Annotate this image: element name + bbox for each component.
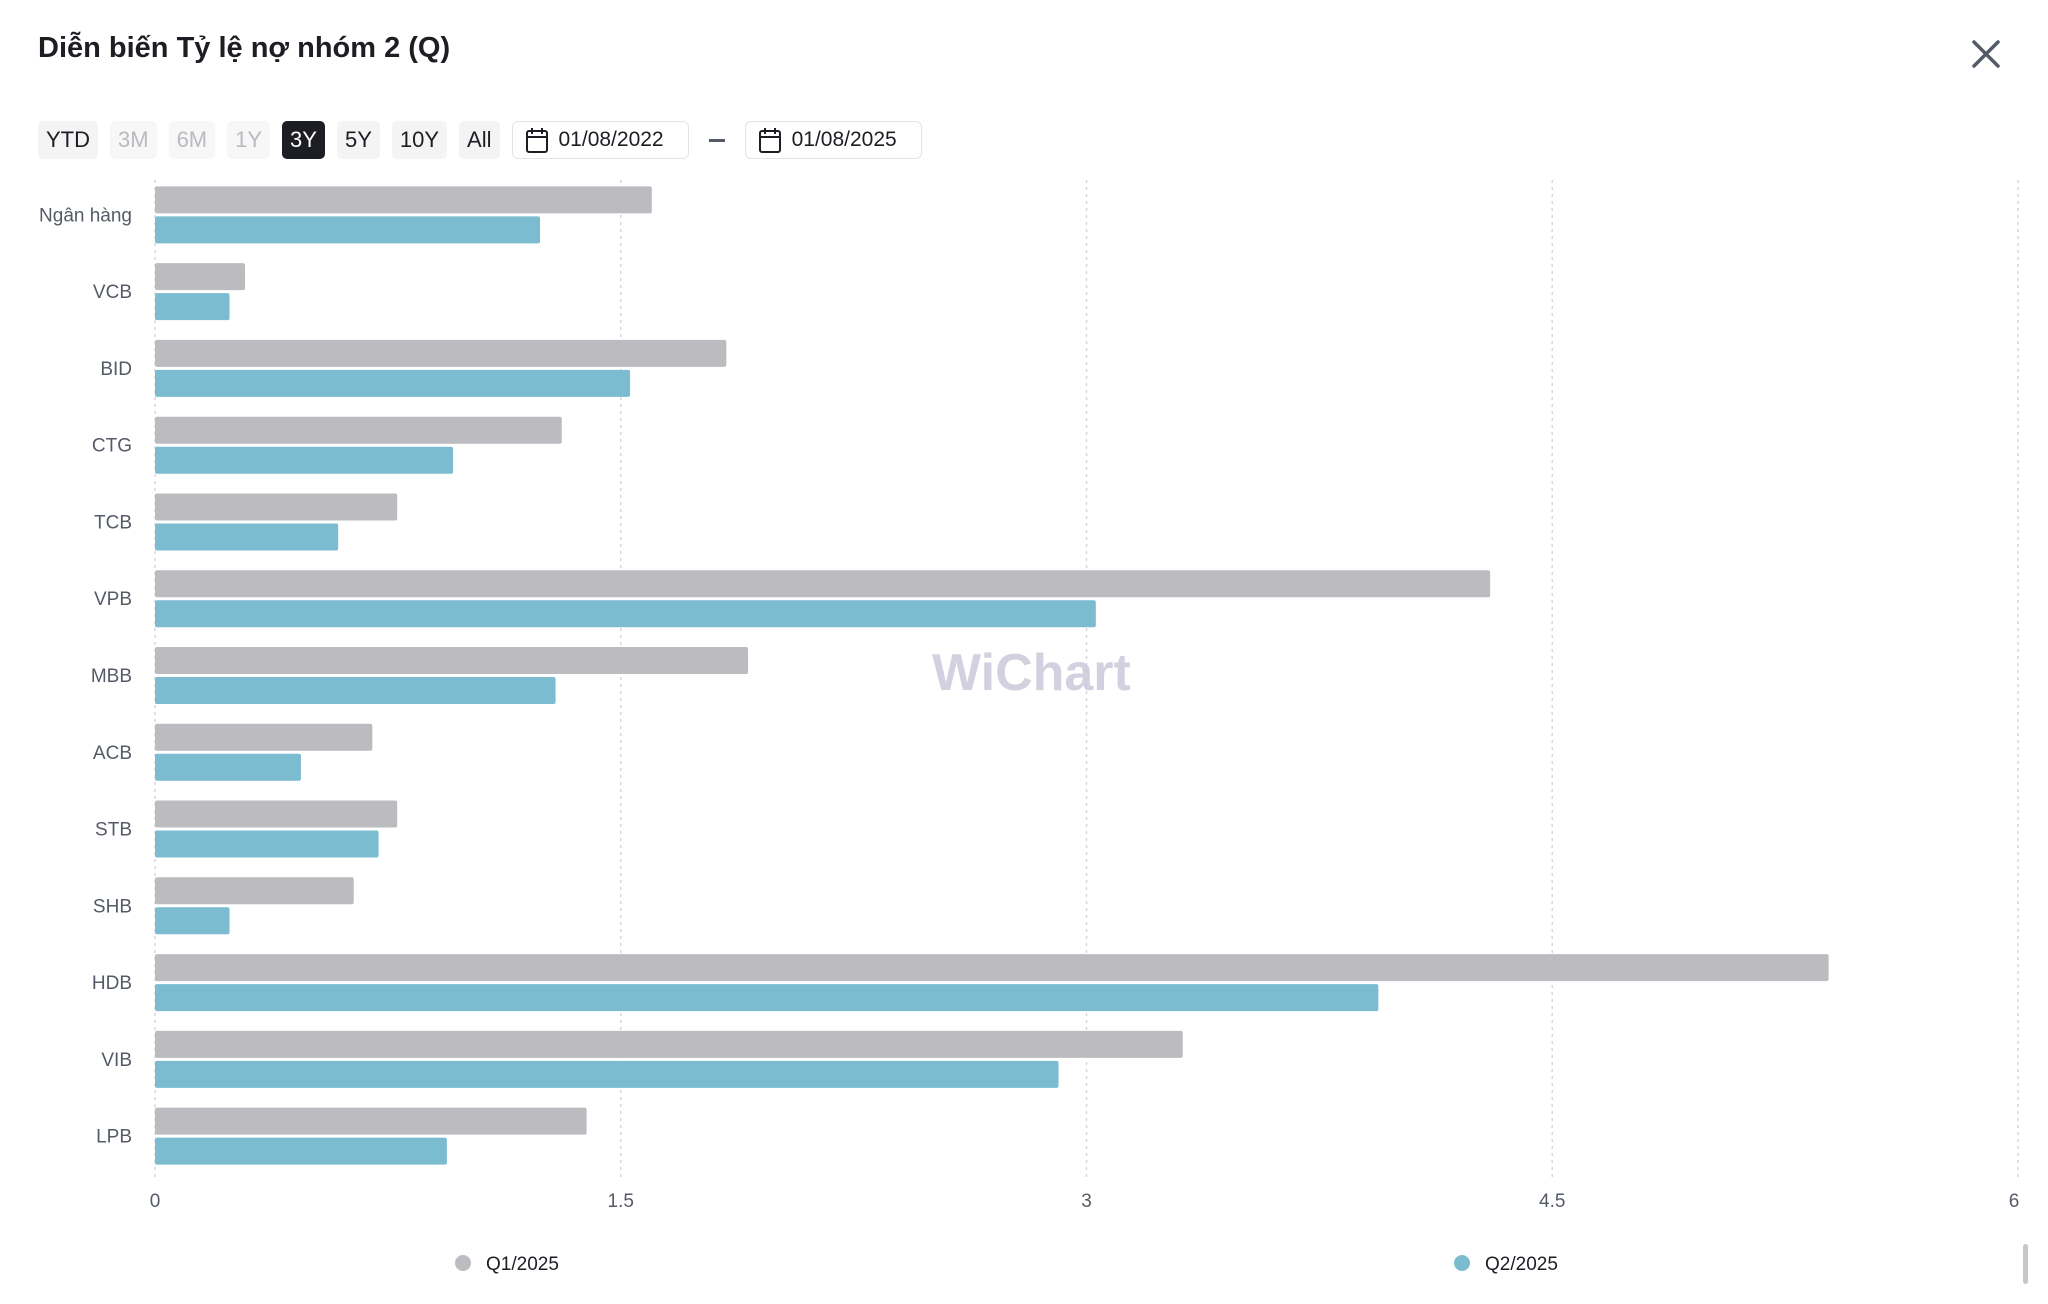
y-tick-label: CTG	[92, 436, 132, 457]
bar-q1-2025	[155, 416, 562, 444]
y-tick-label: STB	[95, 820, 132, 841]
range-button-10y[interactable]: 10Y	[391, 121, 448, 159]
bar-q1-2025	[155, 186, 652, 214]
y-tick-label: VCB	[93, 282, 132, 303]
bar-q1-2025	[155, 263, 246, 291]
y-tick-label: LPB	[96, 1127, 132, 1148]
bar-q2-2025	[155, 293, 230, 321]
bar-q1-2025	[155, 570, 1491, 598]
bar-q1-2025	[155, 954, 1829, 982]
calendar-icon	[758, 128, 781, 153]
x-tick-label: 6	[2009, 1191, 2020, 1212]
bar-q2-2025	[155, 446, 454, 474]
y-tick-label: SHB	[93, 896, 132, 917]
close-button[interactable]	[1968, 36, 2004, 72]
bar-q1-2025	[155, 723, 373, 751]
bar-q1-2025	[155, 339, 727, 367]
y-tick-label: BID	[100, 359, 132, 380]
bar-q1-2025	[155, 877, 354, 905]
watermark-logo: WiChart	[932, 644, 1131, 702]
calendar-icon	[525, 128, 548, 153]
bar-q2-2025	[155, 753, 301, 781]
date-from-input[interactable]: 01/08/2022	[511, 121, 689, 159]
bar-q1-2025	[155, 1107, 587, 1135]
legend-label: Q1/2025	[486, 1254, 559, 1275]
range-button-ytd[interactable]: YTD	[38, 121, 98, 159]
range-button-all[interactable]: All	[459, 121, 500, 159]
bar-q2-2025	[155, 677, 556, 704]
range-button-1y[interactable]: 1Y	[227, 121, 271, 159]
scrollbar[interactable]	[2023, 1244, 2028, 1284]
date-separator	[708, 138, 725, 142]
x-tick-label: 1.5	[608, 1191, 634, 1212]
bar-q2-2025	[155, 523, 339, 551]
x-tick-label: 0	[150, 1191, 161, 1212]
range-button-3m[interactable]: 3M	[110, 121, 157, 159]
range-button-6m[interactable]: 6M	[168, 121, 216, 159]
y-tick-label: ACB	[93, 743, 132, 764]
bar-q2-2025	[155, 216, 541, 244]
close-icon	[1972, 40, 2000, 68]
date-from-value: 01/08/2022	[558, 128, 664, 151]
bar-q2-2025	[155, 907, 230, 935]
page-title: Diễn biến Tỷ lệ nợ nhóm 2 (Q)	[38, 32, 451, 64]
legend-label: Q2/2025	[1485, 1254, 1558, 1275]
legend-marker	[1454, 1255, 1470, 1271]
bar-q1-2025	[155, 493, 398, 521]
y-tick-label: HDB	[92, 973, 132, 994]
y-tick-label: VIB	[101, 1050, 132, 1071]
date-to-input[interactable]: 01/08/2025	[744, 121, 922, 159]
x-tick-label: 3	[1081, 1191, 1092, 1212]
y-tick-label: TCB	[94, 512, 132, 533]
bar-q1-2025	[155, 647, 749, 674]
range-button-5y[interactable]: 5Y	[336, 121, 380, 159]
y-tick-label: Ngân hàng	[39, 205, 132, 226]
y-tick-label: VPB	[94, 589, 132, 610]
y-tick-label: MBB	[91, 666, 132, 687]
x-tick-label: 4.5	[1539, 1191, 1565, 1212]
bar-q2-2025	[155, 600, 1096, 628]
legend-marker	[455, 1255, 471, 1271]
toolbar: YTD 3M 6M 1Y 3Y 5Y 10Y All 01/08/2022 01/08/202…	[38, 121, 922, 159]
bar-q1-2025	[155, 1030, 1183, 1058]
bar-q2-2025	[155, 1137, 447, 1165]
bar-q2-2025	[155, 830, 379, 858]
bar-q2-2025	[155, 369, 631, 397]
bar-q2-2025	[155, 1060, 1059, 1088]
range-button-3y[interactable]: 3Y	[282, 121, 325, 159]
bar-q1-2025	[155, 800, 398, 828]
date-to-value: 01/08/2025	[791, 128, 897, 151]
bar-q2-2025	[155, 984, 1379, 1012]
